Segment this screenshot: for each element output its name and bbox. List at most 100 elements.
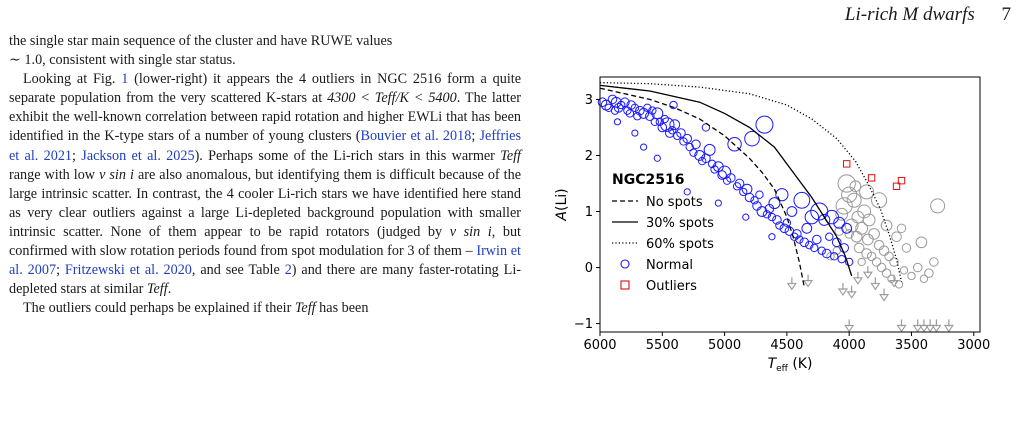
data-point-normal xyxy=(710,165,719,174)
data-point-normal xyxy=(707,159,717,169)
text-run: (lower-right) it appears the 4 outliers … xyxy=(9,71,521,107)
table-reference-link[interactable]: 2 xyxy=(284,262,292,279)
data-point-normal xyxy=(734,178,745,189)
data-point-normal xyxy=(613,103,624,113)
upper-limit-marker xyxy=(852,277,863,285)
legend-marker-normal xyxy=(620,259,630,269)
data-point-normal xyxy=(801,222,813,234)
text-run: . The latter exhibit the well-known corr… xyxy=(9,90,521,145)
page-header: Li-rich M dwarfs 7 xyxy=(845,4,1011,26)
data-point-normal xyxy=(775,221,784,230)
text-run: , but confirmed with slow rotation perio… xyxy=(9,223,521,260)
math-inline: Teff xyxy=(500,147,522,164)
data-point-normal xyxy=(837,254,846,264)
data-point-normal xyxy=(762,210,772,219)
data-point-background xyxy=(929,257,939,267)
data-point-background xyxy=(930,198,946,214)
running-title: Li-rich M dwarfs xyxy=(844,4,975,25)
data-point-normal xyxy=(756,206,768,217)
data-point-background xyxy=(855,221,869,235)
data-point-background xyxy=(915,236,928,249)
data-point-normal xyxy=(653,154,661,162)
data-point-outlier xyxy=(867,174,876,182)
text-run: ; xyxy=(56,262,65,279)
data-point-background xyxy=(849,180,862,193)
data-point-normal xyxy=(799,237,810,248)
data-point-normal xyxy=(643,103,652,113)
paragraph-3: The outliers could perhaps be explained … xyxy=(9,299,521,318)
y-tick-label: −1 xyxy=(574,317,593,332)
legend-label: Outliers xyxy=(646,279,697,294)
data-point-background xyxy=(857,257,866,267)
math-inline: 4300 < Teff/K < 5400 xyxy=(327,90,457,107)
citation-link[interactable]: Fritzewski et al. 2020 xyxy=(64,262,192,279)
x-tick-label: 5000 xyxy=(708,338,741,353)
data-point-normal xyxy=(744,130,760,147)
data-point-background xyxy=(896,223,907,234)
data-point-normal xyxy=(790,232,799,241)
upper-limit-marker xyxy=(862,271,873,280)
data-point-normal xyxy=(616,100,626,110)
data-point-background xyxy=(835,207,849,221)
x-tick-label: 3500 xyxy=(895,338,928,353)
data-point-normal xyxy=(821,248,832,259)
math-inline: Teff xyxy=(146,281,168,298)
upper-limit-marker xyxy=(870,282,881,291)
data-point-normal xyxy=(597,97,608,108)
data-point-normal xyxy=(689,148,698,157)
data-point-background xyxy=(912,262,923,273)
data-point-normal xyxy=(833,216,846,229)
data-point-normal xyxy=(655,117,665,127)
text-run: The outliers could perhaps be explained … xyxy=(23,300,295,317)
data-point-normal xyxy=(669,119,681,131)
upper-limit-marker xyxy=(943,324,954,333)
y-tick-label: 3 xyxy=(585,93,593,108)
data-point-normal xyxy=(844,257,854,267)
x-tick-label: 4000 xyxy=(833,338,866,353)
citation-link[interactable]: Bouvier et al. 2018 xyxy=(360,128,472,145)
data-point-background xyxy=(859,184,875,200)
data-point-normal xyxy=(825,232,834,241)
data-point-normal xyxy=(811,234,822,245)
upper-limit-marker xyxy=(786,282,797,291)
data-point-background xyxy=(901,243,912,253)
text-run: Looking at Fig. xyxy=(23,71,122,88)
data-point-normal xyxy=(742,213,750,221)
data-point-normal xyxy=(805,240,814,250)
data-point-background xyxy=(880,219,893,232)
citation-link[interactable]: Jeffries et al. 2021 xyxy=(9,128,521,164)
data-point-background xyxy=(871,192,888,209)
data-point-background xyxy=(884,251,894,262)
text-run: has been xyxy=(315,300,369,317)
citation-link[interactable]: Irwin et al. 2007 xyxy=(9,243,521,279)
data-point-normal xyxy=(817,246,826,255)
model-curve-dashed xyxy=(599,87,805,288)
data-point-normal xyxy=(679,137,688,146)
data-point-outlier xyxy=(842,160,851,168)
data-point-normal xyxy=(645,111,655,122)
model-curve-dotted xyxy=(599,81,903,282)
text-run: ; xyxy=(72,147,82,164)
data-point-background xyxy=(853,242,865,254)
y-tick-label: 1 xyxy=(585,205,593,220)
data-point-normal xyxy=(768,197,781,210)
data-point-normal xyxy=(772,215,782,225)
data-point-normal xyxy=(631,129,639,137)
math-inline: Teff xyxy=(294,300,316,317)
data-point-normal xyxy=(633,112,642,121)
data-point-normal xyxy=(786,206,798,217)
figure-reference-link[interactable]: 1 xyxy=(121,71,129,88)
citation-link[interactable]: Jackson et al. 2025 xyxy=(81,147,195,164)
legend-label: Normal xyxy=(646,258,693,273)
upper-limit-marker xyxy=(918,324,929,333)
data-point-normal xyxy=(775,188,789,202)
data-point-background xyxy=(924,268,934,278)
data-point-background xyxy=(844,218,859,233)
data-point-normal xyxy=(660,114,669,124)
upper-limit-marker xyxy=(846,291,857,299)
upper-limit-marker xyxy=(803,280,814,288)
data-point-normal xyxy=(726,173,736,183)
x-axis-label: Teff (K) xyxy=(768,356,813,374)
data-point-normal xyxy=(795,235,804,244)
math-inline: v sin i xyxy=(99,166,134,183)
